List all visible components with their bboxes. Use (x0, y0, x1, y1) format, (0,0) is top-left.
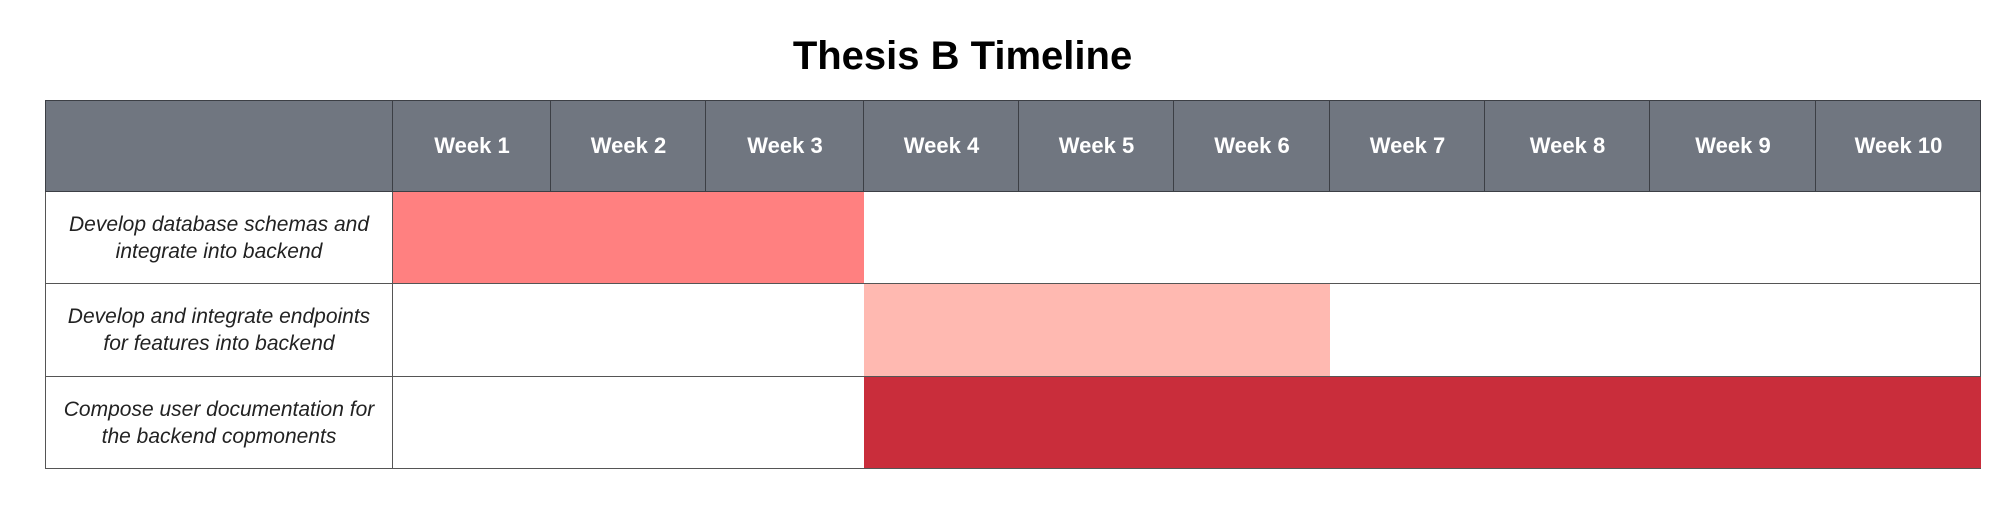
task-label: Develop and integrate endpoints for feat… (67, 305, 371, 356)
week-header-label: Week 9 (1695, 133, 1771, 158)
week-header-label: Week 7 (1369, 133, 1446, 158)
task-label-cell (45, 192, 393, 285)
task-bar (864, 376, 1981, 468)
week-header-cell (1330, 100, 1485, 192)
task-label-cell (45, 376, 393, 469)
week-header-cell (864, 100, 1019, 192)
week-header-cell (706, 100, 864, 192)
week-header-label: Week 6 (1214, 133, 1290, 158)
gantt-chart: Week 1 Week 2 Week 3 Week 4 Week 5 Week 6 Week… (45, 100, 1981, 469)
week-header-label: Week 1 (434, 133, 510, 158)
header-corner-cell (45, 100, 393, 192)
week-header-cell (1174, 100, 1330, 192)
task-bar (864, 284, 1330, 376)
task-label-cell (45, 284, 393, 377)
chart-title: Thesis B Timeline (792, 34, 1133, 78)
week-header-label: Week 4 (903, 133, 980, 158)
week-header-label: Week 8 (1529, 133, 1606, 158)
week-header-cell (1650, 100, 1816, 192)
task-bar (393, 192, 864, 284)
week-header-label: Week 3 (747, 133, 823, 158)
task-label: Compose user documentation for the backe… (63, 397, 375, 448)
week-header-cell (393, 100, 551, 192)
week-header-cell (1019, 100, 1174, 192)
week-header-label: Week 2 (590, 133, 667, 158)
task-label: Develop database schemas and integrate i… (68, 213, 370, 264)
week-header-cell (1816, 100, 1981, 192)
week-header-cell (1485, 100, 1650, 192)
week-header-label: Week 10 (1854, 133, 1943, 158)
week-header-label: Week 5 (1058, 133, 1135, 158)
week-header-cell (551, 100, 706, 192)
